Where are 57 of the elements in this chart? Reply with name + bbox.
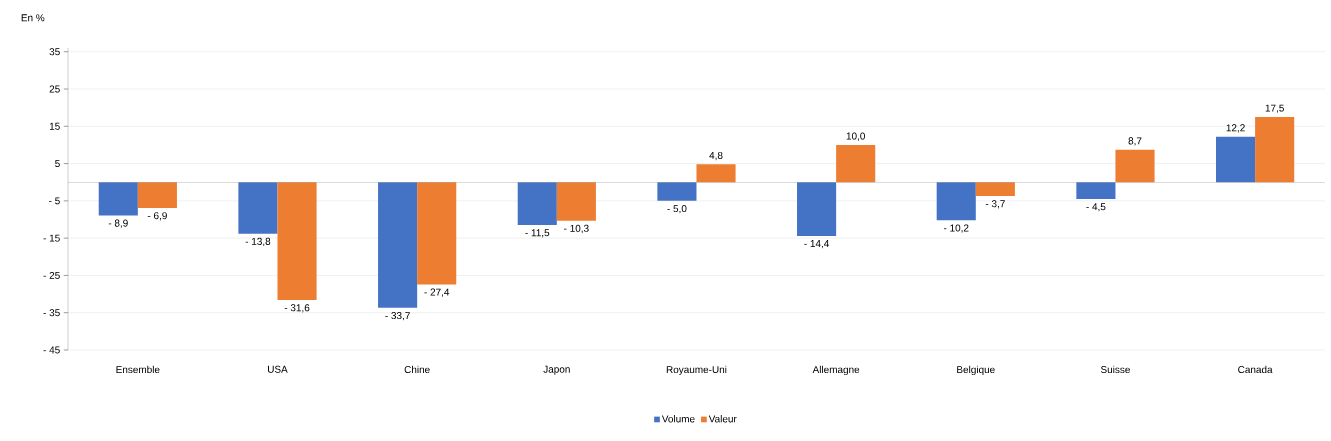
data-label: 8,7 <box>1128 137 1142 146</box>
bar <box>98 182 138 216</box>
bar <box>1115 149 1155 183</box>
bar <box>378 182 418 308</box>
bar <box>1255 116 1295 183</box>
y-tick-label: 15 <box>49 122 60 130</box>
data-label: 10,0 <box>846 132 865 141</box>
data-label: - 8,9 <box>108 219 128 228</box>
data-label: - 4,5 <box>1086 203 1106 212</box>
y-tick-label: 25 <box>49 85 60 93</box>
bar <box>277 182 317 301</box>
data-label: - 13,8 <box>245 237 271 247</box>
bar <box>836 144 876 183</box>
legend-label: Volume <box>661 415 695 423</box>
bar <box>936 182 976 221</box>
bar <box>517 182 557 226</box>
bar <box>696 164 736 183</box>
bar <box>1076 182 1116 199</box>
x-tick-label: USA <box>268 365 288 373</box>
data-label: - 14,4 <box>804 240 830 249</box>
x-tick-label: Chine <box>404 365 430 374</box>
bar <box>797 182 837 236</box>
data-label: - 10,2 <box>943 224 969 233</box>
data-label: 4,8 <box>709 151 723 161</box>
bar <box>556 182 596 221</box>
x-tick-label: Allemagne <box>812 365 860 376</box>
data-label: - 6,9 <box>147 212 167 221</box>
bar <box>975 182 1015 197</box>
bar <box>238 182 278 234</box>
data-label: 12,2 <box>1226 124 1245 133</box>
bar <box>1216 136 1256 183</box>
x-tick-label: Suisse <box>1100 365 1130 374</box>
y-tick-label: - 25 <box>43 271 60 279</box>
bar <box>137 182 177 208</box>
y-tick-label: - 15 <box>43 234 60 242</box>
data-label: - 10,3 <box>564 224 589 234</box>
legend-label: Valeur <box>708 415 737 423</box>
data-label: - 3,7 <box>985 200 1005 209</box>
data-label: - 31,6 <box>284 304 310 313</box>
data-label: - 11,5 <box>525 229 550 238</box>
data-label: - 33,7 <box>385 312 410 321</box>
data-label: - 27,4 <box>424 288 450 297</box>
data-label: 17,5 <box>1265 104 1284 113</box>
y-axis-title: En % <box>21 14 45 22</box>
data-label: - 5,0 <box>667 205 687 214</box>
x-tick-label: Canada <box>1238 365 1273 374</box>
x-tick-label: Royaume-Uni <box>666 365 727 376</box>
y-tick-label: - 5 <box>49 197 60 205</box>
bar <box>417 182 457 285</box>
y-tick-label: 35 <box>49 48 60 56</box>
y-tick-label: - 35 <box>43 309 60 317</box>
x-tick-label: Belgique <box>957 365 995 376</box>
x-tick-label: Ensemble <box>116 365 160 374</box>
y-tick-label: - 45 <box>43 346 60 354</box>
x-tick-label: Japon <box>543 365 570 375</box>
y-tick-label: 5 <box>55 160 60 168</box>
bar <box>657 182 697 201</box>
